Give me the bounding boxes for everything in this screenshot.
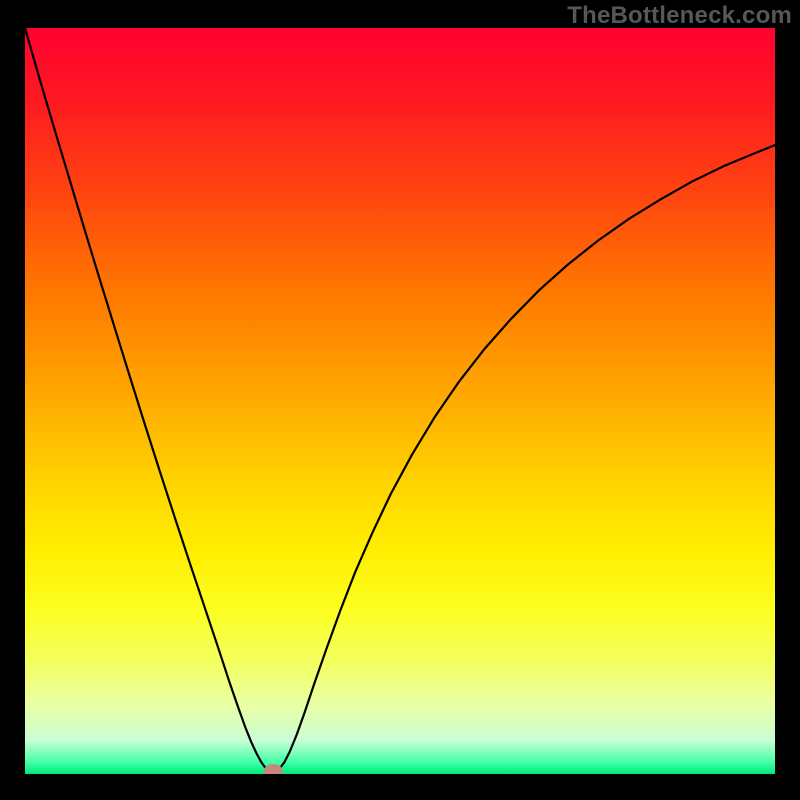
optimal-point-marker <box>264 765 282 774</box>
chart-frame: TheBottleneck.com <box>0 0 800 800</box>
watermark-text: TheBottleneck.com <box>567 2 792 30</box>
bottleneck-chart <box>25 28 775 774</box>
